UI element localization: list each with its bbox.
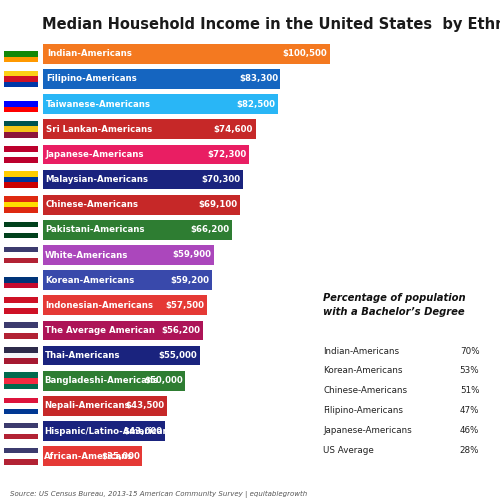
Text: Japanese-Americans: Japanese-Americans (323, 426, 412, 435)
Bar (42, 320, 203, 340)
Text: African-Americans: African-Americans (44, 452, 134, 460)
Text: 70%: 70% (460, 346, 479, 356)
Text: $72,300: $72,300 (208, 150, 246, 159)
Text: Source: US Census Bureau, 2013-15 American Community Survey | equitablegrowth: Source: US Census Bureau, 2013-15 Americ… (10, 490, 307, 498)
Bar (42, 270, 211, 290)
Bar (42, 195, 240, 214)
Text: White-Americans: White-Americans (45, 250, 128, 260)
Text: $59,200: $59,200 (170, 276, 209, 284)
Text: Malaysian-Americans: Malaysian-Americans (46, 175, 148, 184)
Bar (42, 421, 166, 441)
Text: $57,500: $57,500 (166, 301, 204, 310)
Text: 53%: 53% (460, 366, 479, 376)
Text: US Average: US Average (323, 446, 374, 455)
Bar (42, 245, 213, 265)
Text: Median Household Income in the United States  by Ethnic Group: Median Household Income in the United St… (42, 18, 500, 32)
Text: Filipino-Americans: Filipino-Americans (46, 74, 137, 84)
Text: $66,200: $66,200 (190, 226, 229, 234)
Bar (42, 371, 186, 390)
Text: $43,000: $43,000 (124, 426, 163, 436)
Text: 28%: 28% (460, 446, 479, 455)
Text: $50,000: $50,000 (144, 376, 183, 385)
Bar (42, 144, 249, 164)
Bar (42, 396, 167, 415)
Text: The Average American: The Average American (45, 326, 155, 335)
Bar (42, 94, 278, 114)
Text: 51%: 51% (460, 386, 479, 396)
Text: Percentage of population
with a Bachelor’s Degree: Percentage of population with a Bachelor… (323, 294, 466, 316)
Text: Sri Lankan-Americans: Sri Lankan-Americans (46, 125, 152, 134)
Text: Korean-Americans: Korean-Americans (45, 276, 134, 284)
Text: Indian-Americans: Indian-Americans (323, 346, 400, 356)
Text: Korean-Americans: Korean-Americans (323, 366, 402, 376)
Text: Filipino-Americans: Filipino-Americans (323, 406, 403, 415)
Text: Nepali-Americans: Nepali-Americans (44, 402, 130, 410)
Text: Hispanic/Latino-Americans: Hispanic/Latino-Americans (44, 426, 174, 436)
Bar (42, 69, 280, 89)
Text: $35,000: $35,000 (101, 452, 140, 460)
Text: $74,600: $74,600 (214, 125, 253, 134)
Text: Pakistani-Americans: Pakistani-Americans (46, 226, 145, 234)
Bar (42, 296, 207, 315)
Bar (42, 346, 200, 366)
Bar (42, 44, 330, 64)
Text: Chinese-Americans: Chinese-Americans (323, 386, 407, 396)
Text: $59,900: $59,900 (172, 250, 211, 260)
Text: $43,500: $43,500 (126, 402, 164, 410)
Text: Bangladeshi-Americans: Bangladeshi-Americans (44, 376, 159, 385)
Text: $56,200: $56,200 (162, 326, 200, 335)
Bar (42, 120, 256, 139)
Text: 47%: 47% (460, 406, 479, 415)
Bar (42, 220, 232, 240)
Text: Taiwanese-Americans: Taiwanese-Americans (46, 100, 151, 108)
Text: $69,100: $69,100 (198, 200, 237, 209)
Text: Chinese-Americans: Chinese-Americans (46, 200, 138, 209)
Text: $55,000: $55,000 (158, 351, 197, 360)
Text: Indonesian-Americans: Indonesian-Americans (45, 301, 153, 310)
Bar (42, 170, 243, 190)
Text: 46%: 46% (460, 426, 479, 435)
Bar (42, 446, 142, 466)
Text: $70,300: $70,300 (202, 175, 241, 184)
Text: $83,300: $83,300 (239, 74, 278, 84)
Text: Indian-Americans: Indian-Americans (47, 50, 132, 58)
Text: $100,500: $100,500 (282, 50, 327, 58)
Text: Japanese-Americans: Japanese-Americans (46, 150, 144, 159)
Text: $82,500: $82,500 (237, 100, 276, 108)
Text: Thai-Americans: Thai-Americans (45, 351, 120, 360)
